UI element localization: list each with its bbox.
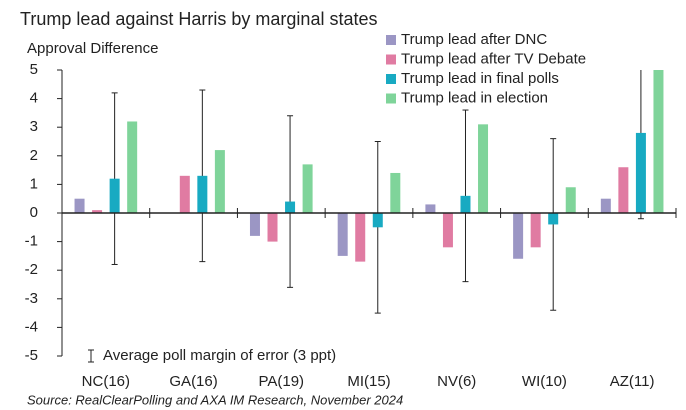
x-tick-label: MI(15) (347, 373, 390, 390)
bar (74, 198, 85, 213)
legend-swatch (386, 35, 396, 45)
bar (530, 213, 541, 248)
bar (267, 213, 278, 242)
legend-swatch (386, 74, 396, 84)
bar (442, 213, 453, 248)
bar (653, 70, 664, 213)
bar (478, 124, 489, 213)
bar (425, 204, 436, 213)
bar (127, 121, 138, 213)
legend-label: Trump lead in election (401, 89, 548, 106)
bar (600, 198, 611, 213)
y-tick-label: 1 (30, 175, 38, 192)
legend-swatch (386, 54, 396, 65)
bar (565, 187, 576, 213)
x-tick-label: PA(19) (258, 373, 304, 390)
bar (337, 213, 348, 256)
x-tick-label: GA(16) (169, 373, 217, 390)
bar (197, 175, 208, 213)
bar (249, 213, 260, 236)
bar (513, 213, 524, 259)
y-tick-label: 2 (30, 147, 38, 164)
x-tick-label: AZ(11) (610, 373, 655, 390)
bar (285, 201, 296, 213)
x-tick-label: WI(10) (522, 373, 567, 390)
y-tick-label: -3 (25, 290, 38, 307)
legend-swatch (386, 93, 396, 104)
bar (179, 175, 190, 213)
y-tick-label: 3 (30, 118, 38, 135)
y-tick-label: -4 (25, 318, 38, 335)
plot-area (111, 70, 644, 314)
bar (548, 213, 559, 225)
source: Source: RealClearPolling and AXA IM Rese… (27, 392, 403, 407)
y-axis-label: Approval Difference (27, 40, 158, 57)
error-legend-icon (88, 349, 94, 363)
bar (109, 178, 120, 213)
bar (355, 213, 366, 262)
x-tick-label: NV(6) (437, 373, 476, 390)
bar (618, 167, 629, 213)
y-tick-label: 4 (30, 90, 38, 107)
legend-label: Trump lead in final polls (401, 70, 559, 87)
y-tick-label: 0 (30, 204, 38, 221)
x-tick-label: NC(16) (82, 373, 130, 390)
y-tick-label: 5 (30, 61, 38, 78)
y-tick-label: -2 (25, 261, 38, 278)
bar (92, 210, 103, 213)
legend-label: Trump lead after TV Debate (401, 50, 586, 67)
bar (390, 172, 401, 213)
y-tick-label: -5 (25, 347, 38, 364)
chart-title: Trump lead against Harris by marginal st… (20, 9, 377, 29)
bar (635, 132, 646, 213)
legend-label: Trump lead after DNC (401, 31, 547, 48)
y-tick-label: -1 (25, 233, 38, 250)
error-legend-label: Average poll margin of error (3 ppt) (103, 347, 336, 364)
bar (460, 195, 471, 213)
bar (302, 164, 313, 213)
bar (214, 150, 225, 213)
bar (372, 213, 383, 228)
